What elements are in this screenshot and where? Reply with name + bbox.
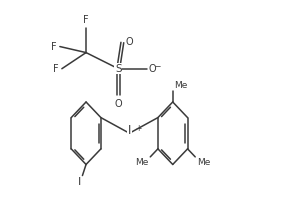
Text: Me: Me <box>174 81 188 90</box>
Text: F: F <box>51 42 57 51</box>
Text: S: S <box>115 64 122 74</box>
Text: O: O <box>115 98 122 109</box>
Text: I: I <box>78 177 82 187</box>
Text: I: I <box>128 124 131 137</box>
Text: Me: Me <box>197 158 210 167</box>
Text: F: F <box>83 15 89 25</box>
Text: Me: Me <box>135 158 149 167</box>
Text: O: O <box>148 64 156 74</box>
Text: F: F <box>53 64 59 74</box>
Text: O: O <box>125 37 133 47</box>
Text: −: − <box>154 62 160 71</box>
Text: +: + <box>135 124 141 133</box>
